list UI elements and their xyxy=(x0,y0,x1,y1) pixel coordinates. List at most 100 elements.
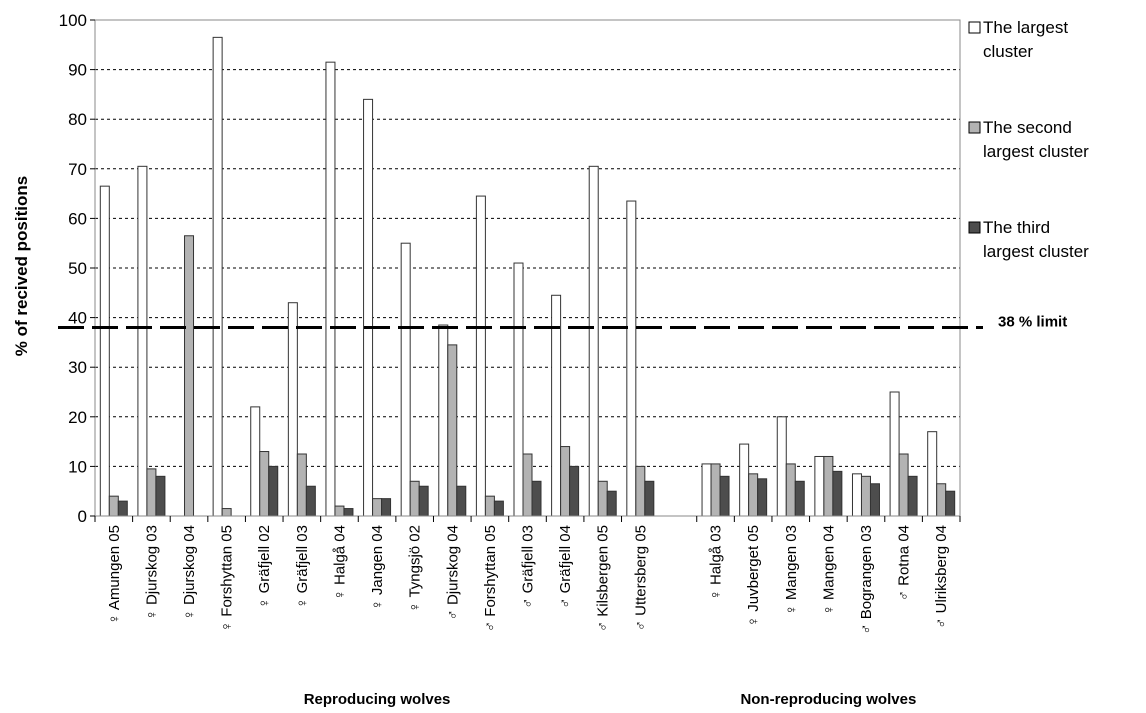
bar xyxy=(513,262,524,517)
gridlines xyxy=(95,69,960,467)
bar xyxy=(898,453,909,517)
bar xyxy=(927,431,938,517)
bar xyxy=(456,485,467,517)
y-tick-label: 80 xyxy=(68,110,87,129)
y-tick-label: 0 xyxy=(78,507,87,526)
bar xyxy=(531,480,542,517)
bar xyxy=(418,485,429,517)
x-tick-label: ♀ Djurskog 03 xyxy=(143,525,160,620)
bar xyxy=(945,490,956,517)
bar xyxy=(522,453,533,517)
bar xyxy=(757,478,768,517)
x-tick-label: ♂ Forshyttan 05 xyxy=(482,525,499,632)
x-tick-label: ♀ Djurskog 04 xyxy=(181,525,198,620)
bar xyxy=(334,505,345,517)
bar xyxy=(363,98,374,517)
bar xyxy=(814,455,825,517)
x-tick-label: ♂ Uttersberg 05 xyxy=(632,525,649,631)
reference-line-group: 38 % limit xyxy=(58,314,1067,331)
x-tick-label: ♂ Bograngen 03 xyxy=(858,525,875,635)
bar xyxy=(155,475,166,517)
legend-label-line2: largest cluster xyxy=(983,242,1089,261)
legend: The largest cluster The second largest clus… xyxy=(968,18,1089,261)
bar xyxy=(268,465,279,517)
bar xyxy=(447,344,458,517)
bar xyxy=(146,468,157,517)
bar xyxy=(250,406,261,517)
bar xyxy=(221,508,232,517)
bar xyxy=(137,165,148,517)
legend-label-line2: cluster xyxy=(983,42,1033,61)
y-tick-label: 100 xyxy=(59,11,87,30)
x-tick-label: ♂ Rotna 04 xyxy=(896,525,913,601)
x-tick-label: ♀ Jangen 04 xyxy=(369,525,386,610)
x-tick-label: ♂ Gräfjell 04 xyxy=(557,525,574,609)
bar xyxy=(889,391,900,517)
bar xyxy=(851,473,862,517)
bar xyxy=(626,200,637,517)
bar xyxy=(776,416,787,517)
bar xyxy=(296,453,307,517)
legend-swatch xyxy=(968,21,981,34)
x-tick-label: ♀ Halgå 04 xyxy=(331,525,348,600)
bar xyxy=(108,495,119,517)
bar xyxy=(907,475,918,517)
bar xyxy=(475,195,486,517)
bar xyxy=(381,498,392,517)
group-label: Reproducing wolves xyxy=(304,691,451,708)
x-tick-label: ♀ Tyngsjö 02 xyxy=(407,525,424,613)
bar xyxy=(701,463,712,517)
bar xyxy=(325,61,336,517)
y-tick-label: 60 xyxy=(68,209,87,228)
bar xyxy=(785,463,796,517)
group-labels: Reproducing wolves Non-reproducing wolves xyxy=(304,691,917,708)
bar xyxy=(409,480,420,517)
y-axis: 0 10 20 30 40 50 60 70 80 90 100 xyxy=(59,11,95,526)
legend-swatch xyxy=(968,221,981,234)
x-tick-label: ♂ Djurskog 04 xyxy=(444,525,461,620)
bar xyxy=(400,242,411,517)
bar xyxy=(597,480,608,517)
bar xyxy=(560,446,571,517)
y-tick-label: 70 xyxy=(68,160,87,179)
bar xyxy=(493,500,504,517)
x-tick-label: ♀ Forshyttan 05 xyxy=(219,525,236,632)
y-axis-label: % of recived positions xyxy=(12,176,31,356)
bar xyxy=(569,465,580,517)
legend-label: The third xyxy=(983,218,1050,237)
bar xyxy=(832,470,843,517)
legend-label: The second xyxy=(983,118,1072,137)
x-tick-label: ♂ Kilsbergen 05 xyxy=(595,525,612,632)
bars xyxy=(99,36,956,517)
bar xyxy=(99,185,110,517)
group-label: Non-reproducing wolves xyxy=(740,691,916,708)
x-tick-label: ♂ Gräfjell 03 xyxy=(520,525,537,609)
bar xyxy=(372,498,383,517)
x-tick-label: ♀ Mangen 03 xyxy=(783,525,800,615)
bar xyxy=(484,495,495,517)
bar xyxy=(184,235,195,517)
bar xyxy=(635,465,646,517)
y-tick-label: 50 xyxy=(68,259,87,278)
bar xyxy=(117,500,128,517)
reference-line-label: 38 % limit xyxy=(998,314,1067,331)
y-tick-label: 20 xyxy=(68,408,87,427)
bar xyxy=(823,455,834,517)
x-tick-label: ♀ Gräfjell 03 xyxy=(294,525,311,609)
bar xyxy=(936,483,947,517)
legend-swatch xyxy=(968,121,981,134)
bar xyxy=(343,508,354,517)
legend-label: The largest xyxy=(983,18,1068,37)
bar xyxy=(588,165,599,517)
bar xyxy=(305,485,316,517)
x-tick-label: ♀ Halgå 03 xyxy=(708,525,725,600)
bar xyxy=(739,443,750,517)
y-tick-label: 30 xyxy=(68,358,87,377)
bar xyxy=(606,490,617,517)
x-tick-label: ♀ Mangen 04 xyxy=(820,525,837,615)
bar xyxy=(644,480,655,517)
bar xyxy=(794,480,805,517)
bar xyxy=(438,324,449,517)
bar xyxy=(748,473,759,517)
